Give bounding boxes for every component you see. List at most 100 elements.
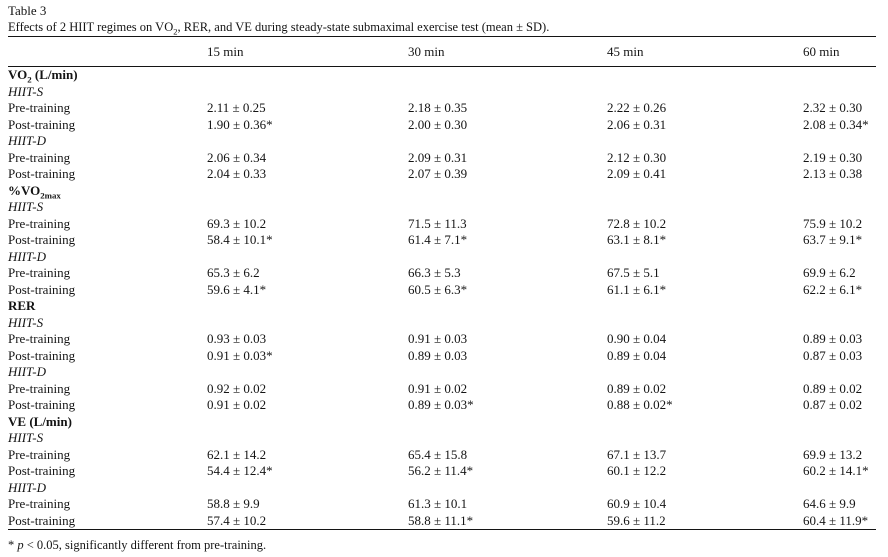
value-cell: 2.04 ± 0.33 — [207, 166, 267, 181]
header-empty-cell — [8, 36, 207, 67]
value-cell: 60.9 ± 10.4 — [607, 496, 667, 511]
footnote-star: * — [8, 538, 18, 552]
footnote-text: < 0.05, significantly different from pre… — [23, 538, 267, 552]
group-row: HIIT-D — [8, 249, 876, 266]
value-cell: 60.1 ± 12.2 — [607, 463, 667, 478]
group-name: HIIT-S — [8, 199, 44, 214]
value-cell: 0.90 ± 0.04 — [607, 331, 667, 346]
value-cell: 65.4 ± 15.8 — [408, 446, 468, 462]
group-row: HIIT-S — [8, 199, 876, 216]
data-row: Pre-training 69.3 ± 10.2 71.5 ± 11.3 72.8 ±… — [8, 216, 876, 233]
section-title-text: RER — [8, 298, 36, 313]
value-cell: 71.5 ± 11.3 — [408, 215, 467, 231]
section-title-unit: (L/min) — [26, 413, 72, 429]
value-cell: 2.06 ± 0.31 — [607, 116, 667, 132]
value-cell: 69.3 ± 10.2 — [207, 215, 267, 231]
table-footnote: * p < 0.05, significantly different from… — [8, 537, 876, 553]
group-row: HIIT-S — [8, 315, 876, 332]
row-label: Pre-training — [8, 496, 71, 511]
row-label: Pre-training — [8, 100, 71, 115]
value-cell: 2.08 ± 0.34* — [803, 116, 869, 132]
data-row: Post-training 59.6 ± 4.1* 60.5 ± 6.3* 61.1 … — [8, 282, 876, 299]
value-cell: 66.3 ± 5.3 — [408, 265, 461, 280]
value-cell: 62.1 ± 14.2 — [207, 446, 267, 462]
value-cell: 58.8 ± 11.1* — [408, 512, 474, 528]
data-row: Pre-training 65.3 ± 6.2 66.3 ± 5.3 67.5 ± 5… — [8, 265, 876, 282]
value-cell: 75.9 ± 10.2 — [803, 215, 863, 231]
value-cell: 60.2 ± 14.1* — [803, 463, 869, 478]
header-col-45min: 45 min — [607, 36, 803, 67]
group-name: HIIT-S — [8, 83, 44, 99]
section-title: RER — [8, 298, 876, 315]
section-title-subscript: 2max — [40, 190, 61, 201]
section-title-text: VO — [8, 67, 28, 82]
row-label: Post-training — [8, 463, 76, 478]
header-row: 15 min 30 min 45 min 60 min — [8, 36, 876, 67]
section-title-text: %VO — [8, 182, 41, 198]
data-row: Pre-training 62.1 ± 14.2 65.4 ± 15.8 67.1 ±… — [8, 447, 876, 464]
value-cell: 72.8 ± 10.2 — [607, 215, 667, 231]
group-row: HIIT-S — [8, 84, 876, 101]
value-cell: 0.91 ± 0.02 — [207, 397, 267, 412]
row-label: Pre-training — [8, 380, 71, 396]
row-label: Post-training — [8, 232, 76, 247]
value-cell: 0.88 ± 0.02* — [607, 397, 673, 412]
caption-text-cont: , RER, and VE during steady-state submax… — [177, 20, 550, 34]
value-cell: 0.89 ± 0.03 — [803, 331, 863, 346]
value-cell: 0.89 ± 0.02 — [803, 380, 863, 396]
group-row: HIIT-D — [8, 364, 876, 381]
value-cell: 69.9 ± 13.2 — [803, 446, 863, 462]
value-cell: 0.89 ± 0.04 — [607, 347, 667, 363]
value-cell: 58.4 ± 10.1* — [207, 232, 273, 247]
section-header-row: VE (L/min) — [8, 414, 876, 431]
value-cell: 65.3 ± 6.2 — [207, 265, 260, 280]
row-label: Post-training — [8, 347, 76, 363]
group-row: HIIT-S — [8, 430, 876, 447]
section-header-row: VO2 (L/min) — [8, 67, 876, 84]
row-label: Post-training — [8, 116, 76, 132]
value-cell: 61.4 ± 7.1* — [408, 232, 468, 247]
row-label: Pre-training — [8, 215, 71, 231]
section-header-row: %VO2max — [8, 183, 876, 200]
value-cell: 2.09 ± 0.41 — [607, 166, 667, 181]
value-cell: 0.87 ± 0.03 — [803, 347, 863, 363]
value-cell: 62.2 ± 6.1* — [803, 281, 863, 297]
value-cell: 0.89 ± 0.03 — [408, 347, 468, 363]
table-body: VO2 (L/min) HIIT-S Pre-training 2.11 ± 0.25… — [8, 67, 876, 530]
group-name: HIIT-D — [8, 479, 47, 495]
header-col-15min: 15 min — [207, 36, 408, 67]
data-row: Pre-training 2.11 ± 0.25 2.18 ± 0.35 2.22 ±… — [8, 100, 876, 117]
group-row: HIIT-D — [8, 480, 876, 497]
section-title-unit: (L/min) — [31, 67, 78, 82]
value-cell: 57.4 ± 10.2 — [207, 512, 267, 528]
data-row: Pre-training 0.92 ± 0.02 0.91 ± 0.02 0.89 ±… — [8, 381, 876, 398]
section-header-row: RER — [8, 298, 876, 315]
footnote-p-symbol: p — [17, 538, 24, 552]
row-label: Pre-training — [8, 331, 71, 346]
header-col-30min: 30 min — [408, 36, 607, 67]
row-label: Post-training — [8, 281, 76, 297]
section-title: VO2 (L/min) — [8, 67, 876, 84]
group-name: HIIT-D — [8, 364, 47, 379]
value-cell: 0.91 ± 0.03* — [207, 347, 273, 363]
group-name: HIIT-S — [8, 430, 44, 445]
value-cell: 2.22 ± 0.26 — [607, 100, 667, 115]
group-name: HIIT-D — [8, 133, 47, 148]
value-cell: 2.09 ± 0.31 — [408, 149, 468, 165]
value-cell: 2.18 ± 0.35 — [408, 100, 468, 115]
section-title: %VO2max — [8, 183, 876, 200]
value-cell: 64.6 ± 9.9 — [803, 496, 856, 511]
value-cell: 61.3 ± 10.1 — [408, 496, 468, 511]
value-cell: 59.6 ± 4.1* — [207, 281, 267, 297]
section-title-subscript: 2 — [27, 74, 32, 85]
caption-text: Effects of 2 HIIT regimes on VO — [8, 20, 174, 34]
value-cell: 63.7 ± 9.1* — [803, 232, 863, 247]
value-cell: 1.90 ± 0.36* — [207, 116, 273, 132]
caption-subscript: 2 — [173, 26, 178, 37]
value-cell: 2.06 ± 0.34 — [207, 149, 267, 165]
row-label: Post-training — [8, 166, 76, 181]
value-cell: 54.4 ± 12.4* — [207, 463, 273, 478]
value-cell: 60.4 ± 11.9* — [803, 512, 869, 528]
data-row: Post-training 0.91 ± 0.03* 0.89 ± 0.03 0.89… — [8, 348, 876, 365]
